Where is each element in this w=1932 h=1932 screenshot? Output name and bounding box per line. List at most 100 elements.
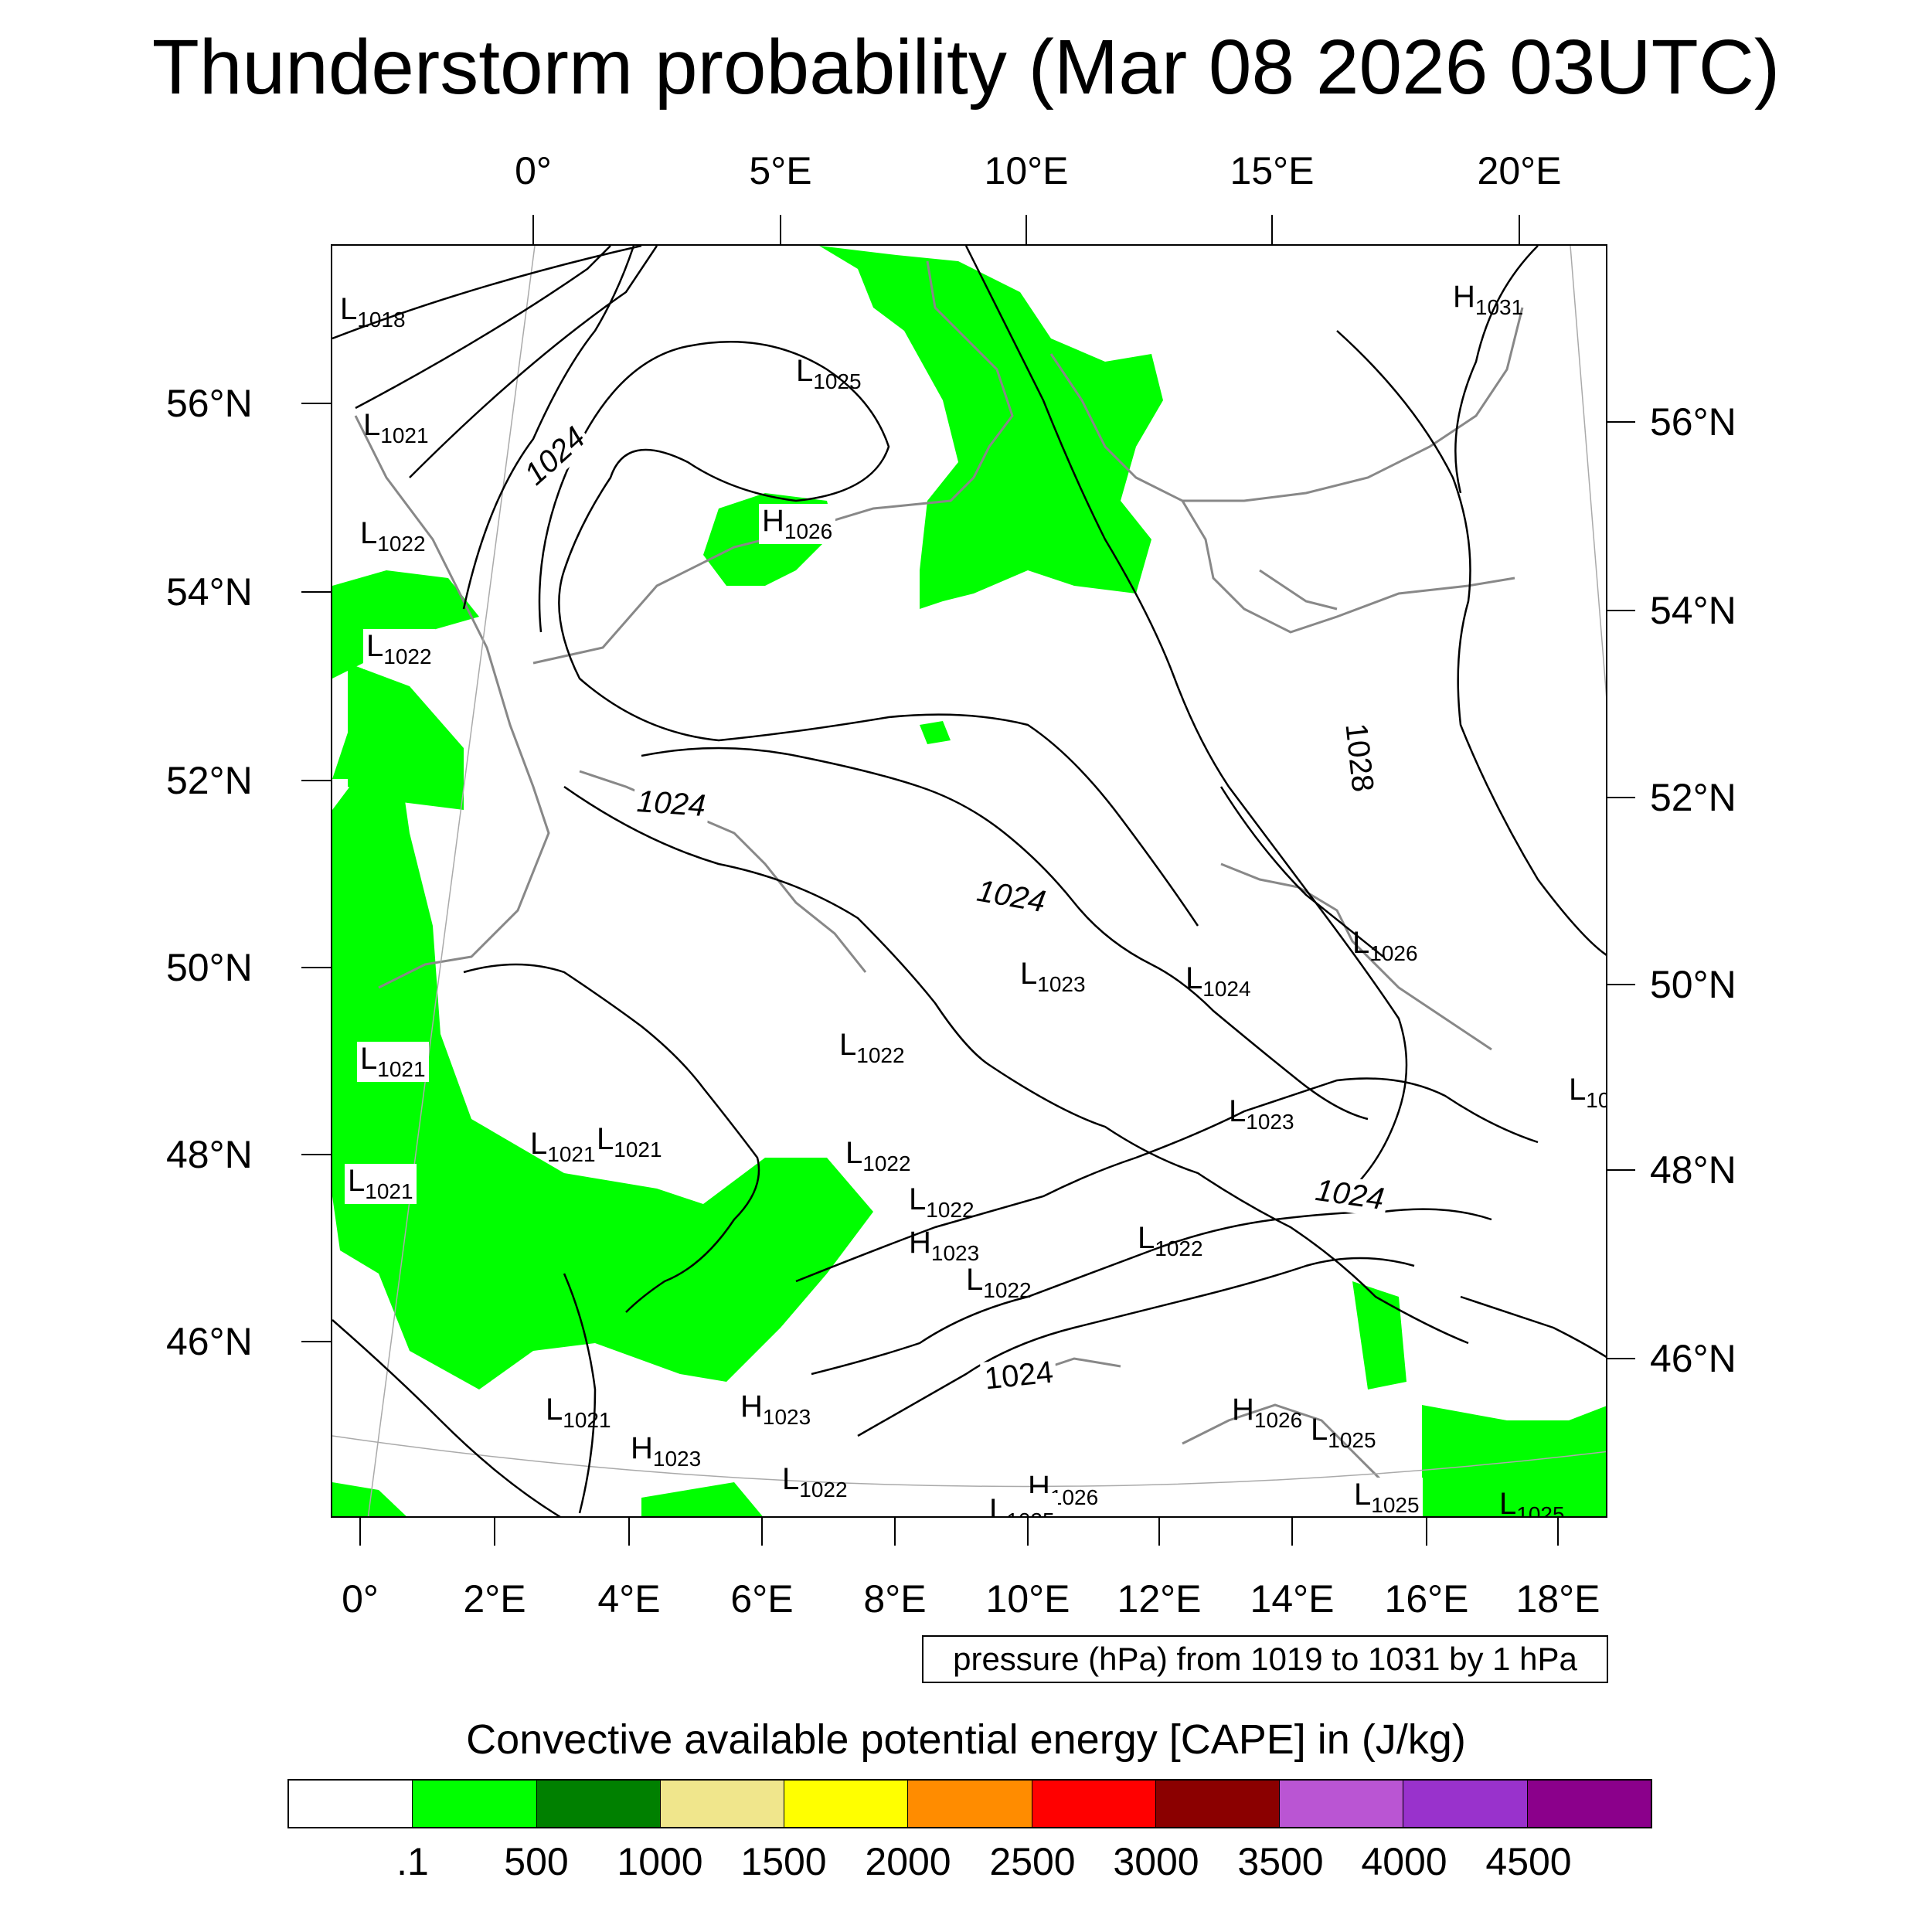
colorbar-segment	[536, 1781, 661, 1827]
pressure-center-label: L1025	[1351, 1478, 1423, 1516]
isobar	[563, 785, 1469, 1345]
pressure-center-label: L1018	[340, 292, 406, 332]
pressure-center-label: L1022	[839, 1028, 905, 1067]
bottom-axis-label: 8°E	[863, 1577, 927, 1621]
cape-region-adriatic	[1352, 1281, 1406, 1389]
pressure-center-label: H1023	[740, 1389, 811, 1429]
chart-title: Thunderstorm probability (Mar 08 2026 03…	[151, 24, 1781, 111]
isobars	[332, 246, 1606, 1516]
cape-region-south	[641, 1482, 763, 1516]
top-axis-label: 15°E	[1230, 149, 1315, 192]
pressure-center-label: L1023	[1229, 1094, 1294, 1134]
colorbar-segment	[1032, 1781, 1156, 1827]
pressure-center-label: L1022	[782, 1462, 848, 1502]
pressure-center-label: L1021	[597, 1122, 662, 1162]
colorbar-segment	[1403, 1781, 1528, 1827]
bottom-axis-label: 6°E	[730, 1577, 794, 1621]
top-axis-label: 20°E	[1477, 149, 1562, 192]
isobar	[1219, 786, 1384, 957]
left-axis-label: 52°N	[166, 759, 253, 802]
colorbar-tick: .1	[396, 1840, 429, 1883]
bottom-axis-label: 10°E	[985, 1577, 1070, 1621]
colorbar-tick: 2500	[989, 1840, 1076, 1883]
colorbar-title: Convective available potential energy [C…	[466, 1716, 1466, 1763]
isobar	[332, 1319, 561, 1516]
bottom-axis-label: 18°E	[1515, 1577, 1600, 1621]
isobar	[563, 1273, 597, 1514]
right-axis-label: 48°N	[1650, 1148, 1736, 1192]
pressure-center-label: H1023	[631, 1431, 702, 1471]
isobar	[641, 747, 1369, 1121]
pressure-center-label: L1021	[530, 1127, 596, 1166]
cape-region-se-corner	[1422, 1405, 1606, 1516]
isobar	[332, 246, 642, 340]
colorbar-tick: 4500	[1485, 1840, 1572, 1883]
right-axis-label: 56°N	[1650, 400, 1736, 444]
bottom-axis-label: 0°	[342, 1577, 379, 1621]
pressure-center-label: L1025	[1499, 1487, 1565, 1518]
pressure-center-label: L1021	[363, 408, 429, 447]
pressure-center-label: L1025	[796, 354, 862, 393]
bottom-axis-label: 14°E	[1250, 1577, 1335, 1621]
right-axis-label: 54°N	[1650, 589, 1736, 632]
pressure-center-label: H1023	[909, 1226, 980, 1265]
colorbar-segment	[908, 1781, 1032, 1827]
colorbar-tick: 500	[504, 1840, 569, 1883]
colorbar-tick: 2000	[865, 1840, 951, 1883]
cape-region-englishchannel	[348, 663, 464, 810]
map-layers	[332, 246, 1606, 1516]
pressure-center-label: H1026	[759, 504, 836, 544]
top-axis-label: 0°	[515, 149, 552, 192]
right-axis-label: 46°N	[1650, 1337, 1736, 1380]
right-axis-label: 52°N	[1650, 776, 1736, 819]
colorbar-segment	[289, 1781, 413, 1827]
bottom-axis-label: 12°E	[1117, 1577, 1202, 1621]
left-axis-label: 56°N	[166, 382, 253, 425]
contour-info-box: pressure (hPa) from 1019 to 1031 by 1 hP…	[922, 1635, 1608, 1683]
bottom-axis-label: 16°E	[1384, 1577, 1469, 1621]
top-axis-label: 5°E	[749, 149, 812, 192]
cape-region-small	[920, 721, 951, 744]
isobar	[1460, 1295, 1606, 1358]
colorbar-segment	[1280, 1781, 1404, 1827]
colorbar-tick: 3000	[1113, 1840, 1199, 1883]
pressure-center-label: L1025	[1311, 1413, 1376, 1452]
left-axis-label: 46°N	[166, 1320, 253, 1363]
bottom-axis-label: 4°E	[597, 1577, 661, 1621]
cape-region-sw-corner	[332, 1482, 406, 1516]
cape-region-denmark	[819, 246, 1163, 609]
colorbar-tick: 1500	[740, 1840, 827, 1883]
isobar	[462, 246, 635, 610]
colorbar-segment	[413, 1781, 537, 1827]
isobar	[538, 341, 1199, 927]
pressure-center-label: L1021	[345, 1164, 417, 1204]
pressure-center-label: L1026	[1352, 926, 1418, 965]
colorbar	[287, 1779, 1652, 1828]
top-axis-label: 10°E	[984, 149, 1069, 192]
pressure-center-label: L1022	[1138, 1221, 1203, 1260]
isobar	[1454, 246, 1539, 494]
pressure-center-label: L1022	[909, 1182, 975, 1222]
left-axis-label: 48°N	[166, 1133, 253, 1176]
colorbar-segment	[784, 1781, 909, 1827]
graticule	[332, 246, 1606, 1516]
pressure-center-label: L1022	[360, 516, 426, 556]
pressure-center-label: L10	[1569, 1073, 1606, 1112]
isobar-label: 1024	[632, 784, 710, 825]
cape-regions	[332, 246, 1606, 1516]
colorbar-tick: 4000	[1361, 1840, 1447, 1883]
left-axis-label: 50°N	[166, 946, 253, 989]
pressure-center-label: H1026	[1232, 1393, 1303, 1432]
colorbar-segment	[660, 1781, 785, 1827]
pressure-center-label: L1022	[363, 629, 435, 669]
pressure-center-label: L1021	[357, 1042, 429, 1082]
isobar	[409, 246, 658, 478]
isobar	[857, 1257, 1415, 1437]
pressure-center-label: L1022	[966, 1263, 1032, 1302]
isobar	[795, 1077, 1539, 1283]
pressure-center-label: L1021	[546, 1393, 611, 1432]
pressure-center-label: L1025	[986, 1493, 1058, 1516]
map-panel: L1018 L1025 H1031 L1021 H1026 L1022 L102…	[331, 244, 1607, 1518]
pressure-center-label: L1024	[1185, 961, 1251, 1001]
